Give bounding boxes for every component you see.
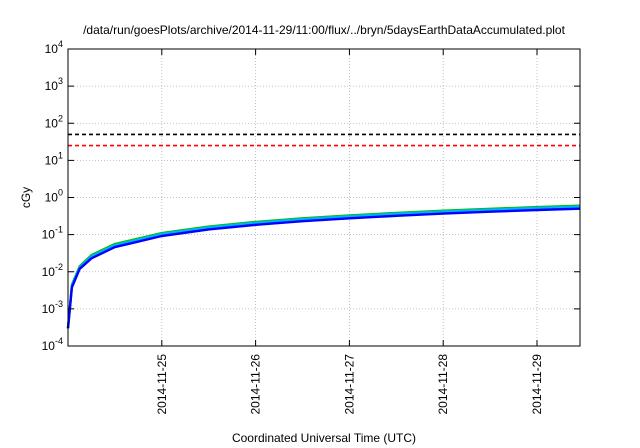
- y-tick-base: 10: [42, 339, 56, 353]
- y-tick-exponent: -4: [55, 336, 63, 346]
- y-tick-label: 10-1: [42, 225, 63, 242]
- y-tick-label: 100: [45, 188, 63, 205]
- y-tick-label: 103: [45, 76, 63, 93]
- x-tick-label: 2014-11-28: [436, 354, 450, 415]
- x-tick-label: 2014-11-27: [342, 354, 356, 415]
- y-tick-exponent: 2: [58, 113, 63, 123]
- y-tick-label: 102: [45, 113, 63, 130]
- y-tick-exponent: 3: [58, 76, 63, 86]
- y-tick-base: 10: [42, 265, 56, 279]
- x-axis-label: Coordinated Universal Time (UTC): [232, 431, 416, 445]
- y-tick-base: 10: [45, 191, 59, 205]
- grid: [68, 49, 580, 346]
- y-tick-exponent: 4: [58, 39, 63, 49]
- y-tick-base: 10: [45, 42, 59, 56]
- x-axis: 2014-11-25 2014-11-26 2014-11-27 2014-11-28…: [155, 49, 544, 415]
- y-tick-base: 10: [45, 116, 59, 130]
- y-tick-base: 10: [42, 228, 56, 242]
- y-tick-label: 10-3: [42, 299, 63, 316]
- y-tick-exponent: -3: [55, 299, 63, 309]
- y-tick-base: 10: [45, 79, 59, 93]
- y-tick-exponent: 0: [58, 188, 63, 198]
- y-tick-exponent: 1: [58, 150, 63, 160]
- x-tick-label: 2014-11-25: [155, 354, 169, 415]
- series-group: [66, 204, 581, 329]
- x-tick-label: 2014-11-26: [249, 354, 263, 415]
- y-tick-exponent: -2: [55, 262, 63, 272]
- y-tick-base: 10: [45, 153, 59, 167]
- y-tick-label: 101: [45, 150, 63, 167]
- series-line-3: [66, 207, 581, 329]
- y-axis-label: cGy: [19, 187, 33, 208]
- y-tick-label: 10-4: [42, 336, 63, 353]
- y-tick-label: 10-2: [42, 262, 63, 279]
- x-tick-label: 2014-11-29: [530, 354, 544, 415]
- chart-title: /data/run/goesPlots/archive/2014-11-29/1…: [83, 23, 566, 37]
- y-tick-label: 104: [45, 39, 63, 56]
- y-tick-base: 10: [42, 302, 56, 316]
- y-tick-exponent: -1: [55, 225, 63, 235]
- reference-lines: [68, 133, 580, 147]
